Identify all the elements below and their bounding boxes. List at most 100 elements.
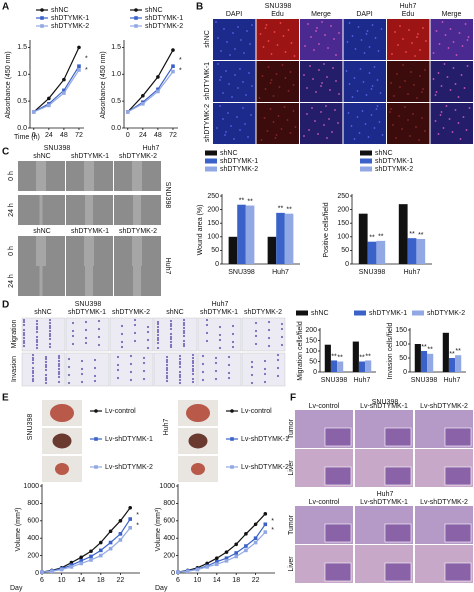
legend-label: Lv-shDTYMK-1 — [241, 436, 289, 443]
cell-dot — [327, 47, 329, 49]
significance: ** — [378, 234, 384, 241]
cell-dot — [460, 74, 463, 76]
cell-dot — [329, 89, 331, 91]
y-tick-label: 250 — [337, 193, 349, 200]
cell-dot — [229, 54, 231, 56]
data-point — [195, 567, 200, 572]
data-point — [118, 538, 123, 542]
cell-dot — [434, 120, 437, 122]
cell-dot — [391, 53, 393, 55]
y-tick-label: 200 — [337, 206, 349, 213]
cell-dot — [165, 376, 169, 380]
cell-dot — [459, 138, 462, 140]
legend-label: shNC — [220, 150, 238, 157]
cell-dot — [97, 335, 101, 339]
tumor — [50, 404, 74, 422]
cell-dot — [419, 49, 421, 51]
cell-dot — [335, 54, 337, 56]
micrograph — [430, 61, 473, 102]
cell-dot — [22, 318, 26, 322]
cell-dot — [466, 39, 469, 41]
legend-label: Lv-shDTYMK-2 — [105, 464, 153, 471]
cell-dot — [259, 33, 262, 35]
cell-dot — [217, 37, 219, 39]
cell-dot — [31, 371, 35, 375]
cell-dot — [304, 45, 306, 47]
cell-dot — [458, 32, 461, 34]
cell-dot — [44, 360, 48, 364]
data-point — [47, 103, 51, 108]
cell-dot — [191, 359, 195, 363]
cell-dot — [404, 80, 406, 82]
cell-dot — [182, 331, 186, 335]
inset — [324, 523, 352, 543]
cell-dot — [205, 339, 209, 343]
micrograph — [430, 19, 473, 60]
cell-dot — [351, 35, 354, 37]
y-tick-label: 100 — [337, 234, 349, 241]
significance: ** — [365, 353, 371, 360]
cell-dot — [437, 133, 440, 135]
cell-dot — [156, 322, 160, 326]
transwell-image — [65, 352, 110, 387]
cell-dot — [432, 78, 435, 80]
label: shNC — [33, 153, 51, 160]
cell-dot — [439, 114, 442, 116]
y-tick-label: 800 — [163, 500, 175, 507]
cell-dot — [178, 381, 182, 385]
cell-dot — [201, 354, 205, 358]
significance: * — [179, 68, 182, 75]
cell-dot — [231, 345, 235, 349]
cell-dot — [84, 336, 88, 340]
cell-dot — [348, 22, 351, 24]
cell-dot — [31, 358, 35, 362]
data-point — [59, 567, 64, 572]
cell-dot — [270, 53, 273, 55]
cell-dot — [249, 43, 251, 45]
data-point — [244, 548, 248, 553]
cell-dot — [225, 70, 227, 72]
cell-dot — [463, 87, 466, 89]
cell-dot — [276, 366, 280, 370]
cell-dot — [44, 365, 48, 369]
data-point — [128, 505, 132, 510]
cell-dot — [44, 368, 48, 372]
inset — [384, 466, 412, 486]
legend-swatch — [412, 310, 424, 316]
cell-dot — [333, 38, 335, 40]
label: shDTYMK-1 — [204, 62, 211, 100]
label: Huh7 — [212, 301, 229, 308]
cell-dot — [201, 370, 205, 374]
series-line — [33, 47, 80, 113]
data-point — [171, 48, 175, 52]
cell-dot — [231, 96, 233, 98]
cell-dot — [35, 330, 39, 334]
cell-dot — [272, 121, 275, 123]
data-point — [253, 540, 258, 545]
label: Lv-shDTYMK-1 — [360, 403, 408, 410]
cell-dot — [365, 94, 368, 96]
cell-dot — [364, 123, 367, 125]
data-point — [215, 556, 219, 561]
cell-dot — [22, 344, 26, 348]
cell-dot — [44, 357, 48, 361]
cell-dot — [260, 139, 263, 141]
tumor — [186, 404, 210, 422]
cell-dot — [356, 90, 359, 92]
bar — [276, 212, 285, 264]
transwell-image — [21, 317, 66, 352]
cell-dot — [315, 30, 317, 32]
legend-label: Lv-control — [241, 408, 272, 415]
cell-dot — [222, 92, 224, 94]
y-tick-label: 400 — [27, 535, 39, 542]
data-point — [244, 532, 248, 536]
legend-label: Lv-shDTYMK-1 — [105, 436, 153, 443]
cell-dot — [250, 114, 252, 116]
cell-dot — [363, 52, 366, 54]
cell-dot — [222, 118, 224, 120]
cell-dot — [227, 376, 231, 380]
y-axis-label: Volume (mm³) — [15, 508, 22, 552]
bar — [420, 351, 428, 372]
cell-dot — [263, 359, 267, 363]
data-point — [224, 556, 229, 561]
